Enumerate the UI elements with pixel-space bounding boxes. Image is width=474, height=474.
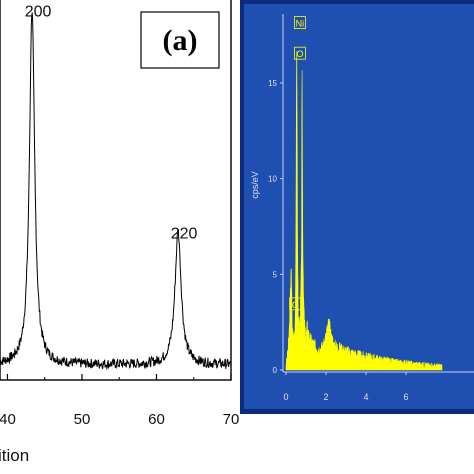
eds-y-tick-label: 15 [268, 79, 277, 88]
eds-element-label: Ni [296, 19, 305, 29]
eds-x-tick-label: 4 [363, 392, 368, 402]
eds-spectrum-area [285, 51, 443, 371]
xrd-peak-label: 200 [25, 4, 52, 21]
eds-element-label-box [289, 297, 302, 311]
eds-y-tick-label: 0 [273, 366, 278, 375]
xrd-x-tick-label: 50 [74, 411, 91, 428]
eds-x-tick-label: 6 [403, 392, 408, 402]
xrd-plot-frame [0, 0, 232, 381]
xrd-x-tick-label: 70 [223, 411, 240, 428]
eds-axes: 0 5 10 15 0 2 4 6 [268, 14, 474, 402]
eds-y-tick-label: 5 [273, 270, 278, 279]
xrd-x-axis: 50 60 70 40 [0, 374, 239, 428]
eds-element-label: C [292, 300, 299, 310]
eds-x-tick-label: 2 [323, 392, 328, 402]
eds-x-tick-label: 0 [283, 392, 288, 402]
xrd-x-axis-label: ition [0, 446, 29, 465]
xrd-x-tick-label: 40 [0, 411, 16, 428]
eds-element-labels: Ni O C [289, 16, 306, 311]
xrd-panel: (a) 50 60 70 40 200 220 ition [0, 0, 239, 465]
eds-panel: 0 5 10 15 0 2 4 6 Ni O C cps/eV [240, 0, 474, 414]
eds-y-axis-label: cps/eV [250, 171, 260, 199]
xrd-series-line [0, 12, 232, 371]
panel-label: (a) [163, 24, 198, 57]
xrd-peak-labels: 200 220 [25, 4, 198, 243]
eds-plot-background [244, 4, 474, 409]
panel-label-box [140, 11, 220, 69]
eds-element-label-box [293, 46, 306, 60]
xrd-x-tick-label: 60 [148, 411, 165, 428]
eds-element-label: O [296, 49, 303, 59]
xrd-peak-label: 220 [171, 225, 198, 242]
eds-element-label-box [293, 16, 306, 29]
eds-y-tick-label: 10 [268, 175, 277, 184]
